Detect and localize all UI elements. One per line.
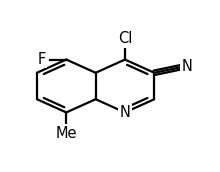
Text: Cl: Cl [118, 31, 132, 46]
Text: Me: Me [55, 126, 77, 141]
Text: N: N [119, 105, 130, 120]
Text: N: N [182, 59, 192, 74]
Text: F: F [37, 52, 46, 67]
